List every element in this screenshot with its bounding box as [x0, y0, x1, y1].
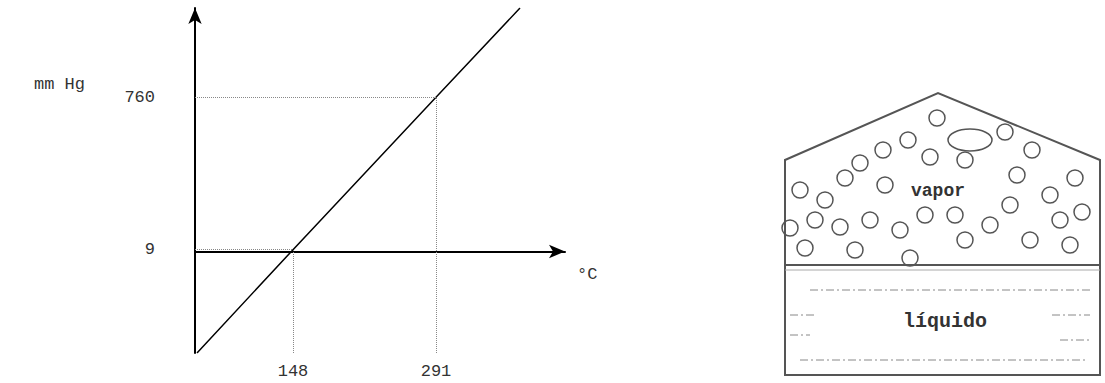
- svg-text:760: 760: [124, 88, 155, 107]
- svg-text:°C: °C: [577, 265, 597, 284]
- svg-text:mm Hg: mm Hg: [34, 75, 85, 94]
- svg-text:líquido: líquido: [903, 310, 987, 333]
- svg-text:148: 148: [278, 362, 309, 381]
- svg-text:291: 291: [421, 362, 452, 381]
- svg-text:9: 9: [145, 240, 155, 259]
- svg-text:vapor: vapor: [911, 181, 965, 201]
